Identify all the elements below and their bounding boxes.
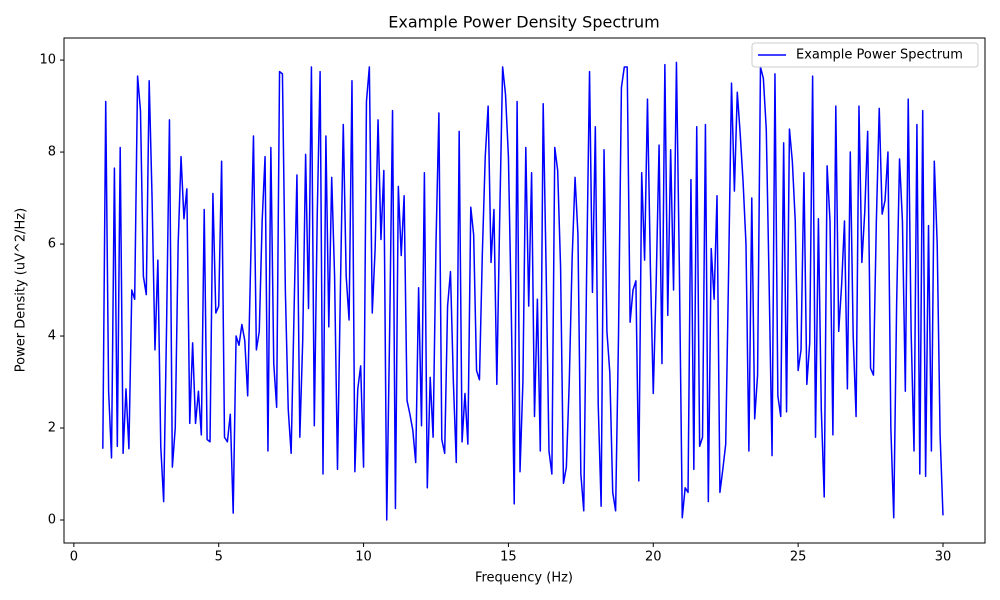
x-tick-label: 25 [790,550,807,565]
legend-label: Example Power Spectrum [796,48,963,63]
y-tick-label: 8 [48,145,56,160]
x-tick-label: 10 [355,550,372,565]
x-tick-label: 15 [500,550,517,565]
x-tick-label: 20 [645,550,662,565]
x-axis-label: Frequency (Hz) [475,571,573,586]
legend-box [751,42,979,68]
y-tick-label: 4 [48,329,56,344]
y-axis-label: Power Density (uV^2/Hz) [14,208,29,372]
x-tick-label: 5 [215,550,223,565]
y-tick-label: 6 [48,237,56,252]
legend: Example Power Spectrum [751,42,979,68]
y-tick-label: 2 [48,421,56,436]
data-line [102,61,944,521]
x-tick-label: 30 [935,550,952,565]
y-tick-label: 0 [48,513,56,528]
y-tick-label: 10 [39,53,56,68]
plot-frame [63,37,986,544]
chart-title: Example Power Density Spectrum [388,13,659,32]
x-tick-label: 0 [70,550,78,565]
